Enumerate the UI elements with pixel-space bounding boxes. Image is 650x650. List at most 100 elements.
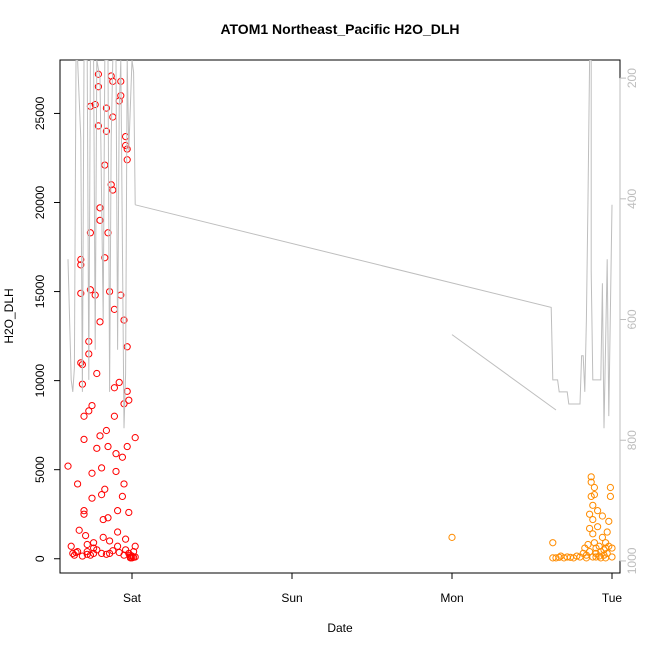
data-point-red — [118, 453, 127, 461]
data-point-red — [122, 535, 130, 543]
data-point-orange — [603, 528, 611, 536]
right-tick-label: 400 — [625, 188, 639, 208]
plot-frame — [59, 59, 621, 574]
data-point-red — [118, 492, 127, 501]
data-point-red — [75, 526, 83, 534]
right-tick-label: 800 — [625, 430, 639, 450]
data-point-red — [102, 127, 111, 135]
chart-title: ATOM1 Northeast_Pacific H2O_DLH — [220, 21, 459, 37]
data-point-orange — [573, 552, 581, 560]
data-point-red — [77, 289, 85, 297]
data-point-orange — [448, 533, 456, 541]
data-point-red — [83, 540, 91, 549]
data-point-red — [96, 318, 104, 326]
data-point-orange — [598, 533, 607, 541]
pressure-line-segment — [451, 334, 557, 411]
data-point-orange — [594, 507, 602, 515]
data-point-red — [80, 507, 88, 515]
data-point-red — [80, 435, 88, 444]
data-point-red — [101, 485, 109, 493]
right-tick-label: 600 — [625, 309, 639, 329]
pressure-line-segment — [67, 60, 136, 429]
data-point-red — [125, 508, 133, 517]
data-point-red — [120, 316, 128, 324]
data-point-red — [123, 442, 131, 451]
data-point-red — [102, 104, 111, 112]
data-point-orange — [592, 553, 600, 561]
data-point-orange — [555, 553, 563, 561]
y-tick-label: 25000 — [33, 96, 47, 130]
data-point-red — [122, 132, 130, 141]
x-tick-label: Mon — [440, 591, 463, 605]
data-point-red — [109, 186, 117, 194]
data-point-red — [99, 515, 107, 524]
data-point-red — [131, 434, 139, 442]
data-point-orange — [552, 554, 560, 562]
data-point-red — [120, 480, 128, 488]
data-point-orange — [598, 512, 607, 520]
data-point-orange — [589, 501, 597, 509]
data-point-red — [98, 549, 106, 558]
y-tick-label: 15000 — [33, 275, 47, 309]
data-point-red — [102, 426, 111, 435]
data-point-red — [128, 552, 136, 560]
data-point-red — [110, 305, 119, 313]
data-point-orange — [595, 552, 603, 560]
data-point-red — [98, 464, 106, 472]
data-point-red — [88, 494, 96, 502]
data-point-red — [101, 161, 109, 169]
data-point-red — [115, 378, 123, 387]
right-tick-label: 200 — [625, 68, 639, 88]
data-point-orange — [589, 515, 597, 524]
data-point-orange — [589, 530, 597, 538]
x-tick-label: Sun — [281, 591, 302, 605]
data-point-red — [112, 450, 120, 458]
data-point-red — [77, 359, 85, 367]
data-point-orange — [608, 553, 616, 561]
data-point-red — [101, 254, 109, 262]
data-point-red — [86, 551, 95, 559]
data-point-red — [109, 547, 117, 555]
data-point-red — [123, 343, 131, 351]
data-point-red — [93, 369, 101, 378]
data-point-red — [104, 514, 112, 522]
data-point-orange — [586, 548, 594, 556]
data-point-orange — [606, 483, 615, 492]
data-point-red — [90, 539, 98, 547]
data-point-red — [130, 553, 138, 561]
data-point-orange — [584, 540, 592, 549]
data-point-red — [114, 507, 122, 515]
data-point-orange — [586, 510, 594, 518]
data-point-red — [120, 551, 128, 559]
x-tick-label: Tue — [602, 591, 623, 605]
data-point-red — [110, 384, 119, 392]
data-point-orange — [587, 473, 595, 481]
data-point-red — [94, 122, 103, 130]
data-point-red — [106, 537, 114, 545]
data-point-red — [77, 255, 85, 264]
data-point-red — [99, 533, 107, 541]
data-point-red — [114, 528, 122, 536]
data-point-orange — [590, 491, 599, 499]
data-point-red — [98, 491, 106, 499]
data-point-red — [112, 467, 120, 476]
x-tick-label: Sat — [123, 591, 142, 605]
data-point-orange — [549, 539, 557, 547]
data-point-orange — [606, 492, 615, 501]
data-point-red — [69, 549, 77, 558]
y-axis-label: H2O_DLH — [2, 288, 16, 343]
data-point-red — [80, 510, 88, 518]
data-point-red — [96, 216, 104, 224]
data-point-red — [126, 554, 134, 562]
data-point-orange — [594, 523, 602, 531]
data-point-red — [122, 141, 130, 150]
data-point-red — [82, 531, 90, 540]
data-point-red — [74, 548, 82, 556]
data-point-red — [96, 432, 104, 440]
data-point-red — [88, 401, 96, 410]
data-point-red — [86, 286, 95, 294]
data-point-orange — [587, 478, 595, 486]
pressure-line-segment — [135, 60, 613, 429]
data-point-red — [104, 442, 112, 451]
